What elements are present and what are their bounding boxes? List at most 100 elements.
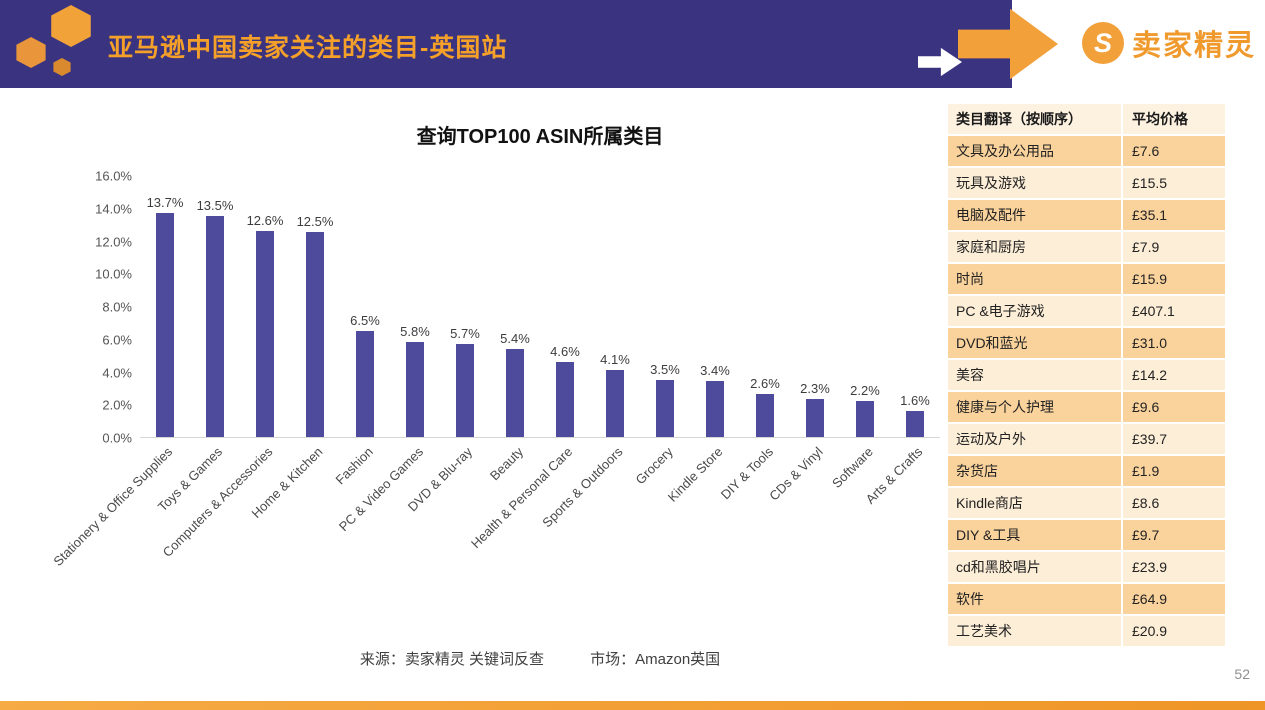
chart-column: 1.6% [890,175,940,437]
logo-hexagon-icon [16,37,46,68]
category-cell: 杂货店 [948,456,1121,486]
y-axis-tick-label: 14.0% [95,201,132,217]
bar-value-label: 2.2% [850,382,880,398]
bar-value-label: 5.7% [450,325,480,341]
chart-column: 4.1% [590,175,640,437]
category-cell: 文具及办公用品 [948,136,1121,166]
x-axis-category-label: PC & Video Games [335,444,426,535]
bar-value-label: 3.5% [650,361,680,377]
chart-column: 12.6% [240,175,290,437]
y-axis-tick-label: 16.0% [95,168,132,184]
category-cell: 时尚 [948,264,1121,294]
table-row: 玩具及游戏 £15.5 [948,168,1225,198]
price-cell: £15.5 [1123,168,1225,198]
category-cell: 健康与个人护理 [948,392,1121,422]
category-cell: PC &电子游戏 [948,296,1121,326]
bar-value-label: 12.6% [246,212,284,228]
category-cell: cd和黑胶唱片 [948,552,1121,582]
chart-column: 3.4% [690,175,740,437]
bar [356,330,374,437]
bar [456,343,474,437]
chart-column: 12.5% [290,175,340,437]
bar-value-label: 3.4% [700,363,730,379]
price-cell: £9.6 [1123,392,1225,422]
table-row: 美容 £14.2 [948,360,1225,390]
chart-source-line: 来源：卖家精灵 关键词反查 市场：Amazon英国 [140,648,940,669]
bar-value-label: 13.5% [196,197,234,213]
chart-column: 2.6% [740,175,790,437]
chart-column: 6.5% [340,175,390,437]
bar [906,410,924,437]
bar [306,232,324,437]
bar-value-label: 2.6% [750,376,780,392]
table-row: 文具及办公用品 £7.6 [948,136,1225,166]
category-cell: 工艺美术 [948,616,1121,646]
y-axis-tick-label: 0.0% [102,430,132,446]
price-cell: £64.9 [1123,584,1225,614]
x-axis-category-label: Grocery [632,444,676,488]
y-axis-tick-label: 2.0% [102,397,132,413]
source-text: 来源：卖家精灵 关键词反查 [359,651,544,668]
price-cell: £23.9 [1123,552,1225,582]
category-cell: 软件 [948,584,1121,614]
brand-logo-text: 卖家精灵 [1132,30,1257,62]
bar [706,381,724,437]
category-cell: 家庭和厨房 [948,232,1121,262]
bar-value-label: 2.3% [800,381,830,397]
table-row: 杂货店 £1.9 [948,456,1225,486]
chart-column: 2.2% [840,175,890,437]
category-cell: 运动及户外 [948,424,1121,454]
category-cell: Kindle商店 [948,488,1121,518]
bar [606,369,624,437]
bar-value-label: 6.5% [350,312,380,328]
bar-value-label: 5.4% [500,330,530,346]
price-cell: £9.7 [1123,520,1225,550]
price-cell: £1.9 [1123,456,1225,486]
category-cell: DVD和蓝光 [948,328,1121,358]
market-text: 市场：Amazon英国 [590,651,721,668]
bar [556,361,574,437]
price-cell: £35.1 [1123,200,1225,230]
x-axis-category-label: Beauty [486,444,526,484]
category-cell: 电脑及配件 [948,200,1121,230]
table-row: cd和黑胶唱片 £23.9 [948,552,1225,582]
slide-title: 亚马逊中国卖家关注的类目-英国站 [108,34,508,62]
bar [156,212,174,437]
bar [756,394,774,437]
bar-value-label: 13.7% [146,194,184,210]
table-row: PC &电子游戏 £407.1 [948,296,1225,326]
price-cell: £407.1 [1123,296,1225,326]
chart-title: 查询TOP100 ASIN所属类目 [416,126,664,148]
bar [406,342,424,437]
chart-column: 5.8% [390,175,440,437]
category-cell: 美容 [948,360,1121,390]
bar-value-label: 4.1% [600,351,630,367]
bar [206,215,224,437]
chart-column: 3.5% [640,175,690,437]
bar-value-label: 1.6% [900,392,930,408]
category-table-body: 文具及办公用品 £7.6 玩具及游戏 £15.5 电脑及配件 £35.1 家庭和厨房 £7.9… [948,136,1225,646]
y-axis-tick-label: 10.0% [95,266,132,282]
price-cell: £14.2 [1123,360,1225,390]
table-row: 工艺美术 £20.9 [948,616,1225,646]
price-cell: £31.0 [1123,328,1225,358]
bar-value-label: 12.5% [296,214,334,230]
brand-logo-icon: S [1082,22,1124,64]
page-number: 52 [1234,666,1250,682]
table-header-price: 平均价格 [1123,104,1225,134]
table-row: 家庭和厨房 £7.9 [948,232,1225,262]
bar [506,348,524,437]
table-row: Kindle商店 £8.6 [948,488,1225,518]
y-axis-tick-label: 6.0% [102,332,132,348]
table-row: 软件 £64.9 [948,584,1225,614]
table-header-row: 类目翻译（按顺序） 平均价格 [948,104,1225,134]
table-row: 电脑及配件 £35.1 [948,200,1225,230]
bar [256,230,274,437]
price-cell: £20.9 [1123,616,1225,646]
chart-plot-area: 16.0% 14.0% 12.0% 10.0% 8.0% 6.0% 4.0% 2.0% 0.0%… [51,169,940,569]
logo-hexagon-icon [53,58,71,76]
category-cell: DIY &工具 [948,520,1121,550]
white-arrow-icon [918,47,962,77]
y-axis-tick-label: 12.0% [95,234,132,249]
